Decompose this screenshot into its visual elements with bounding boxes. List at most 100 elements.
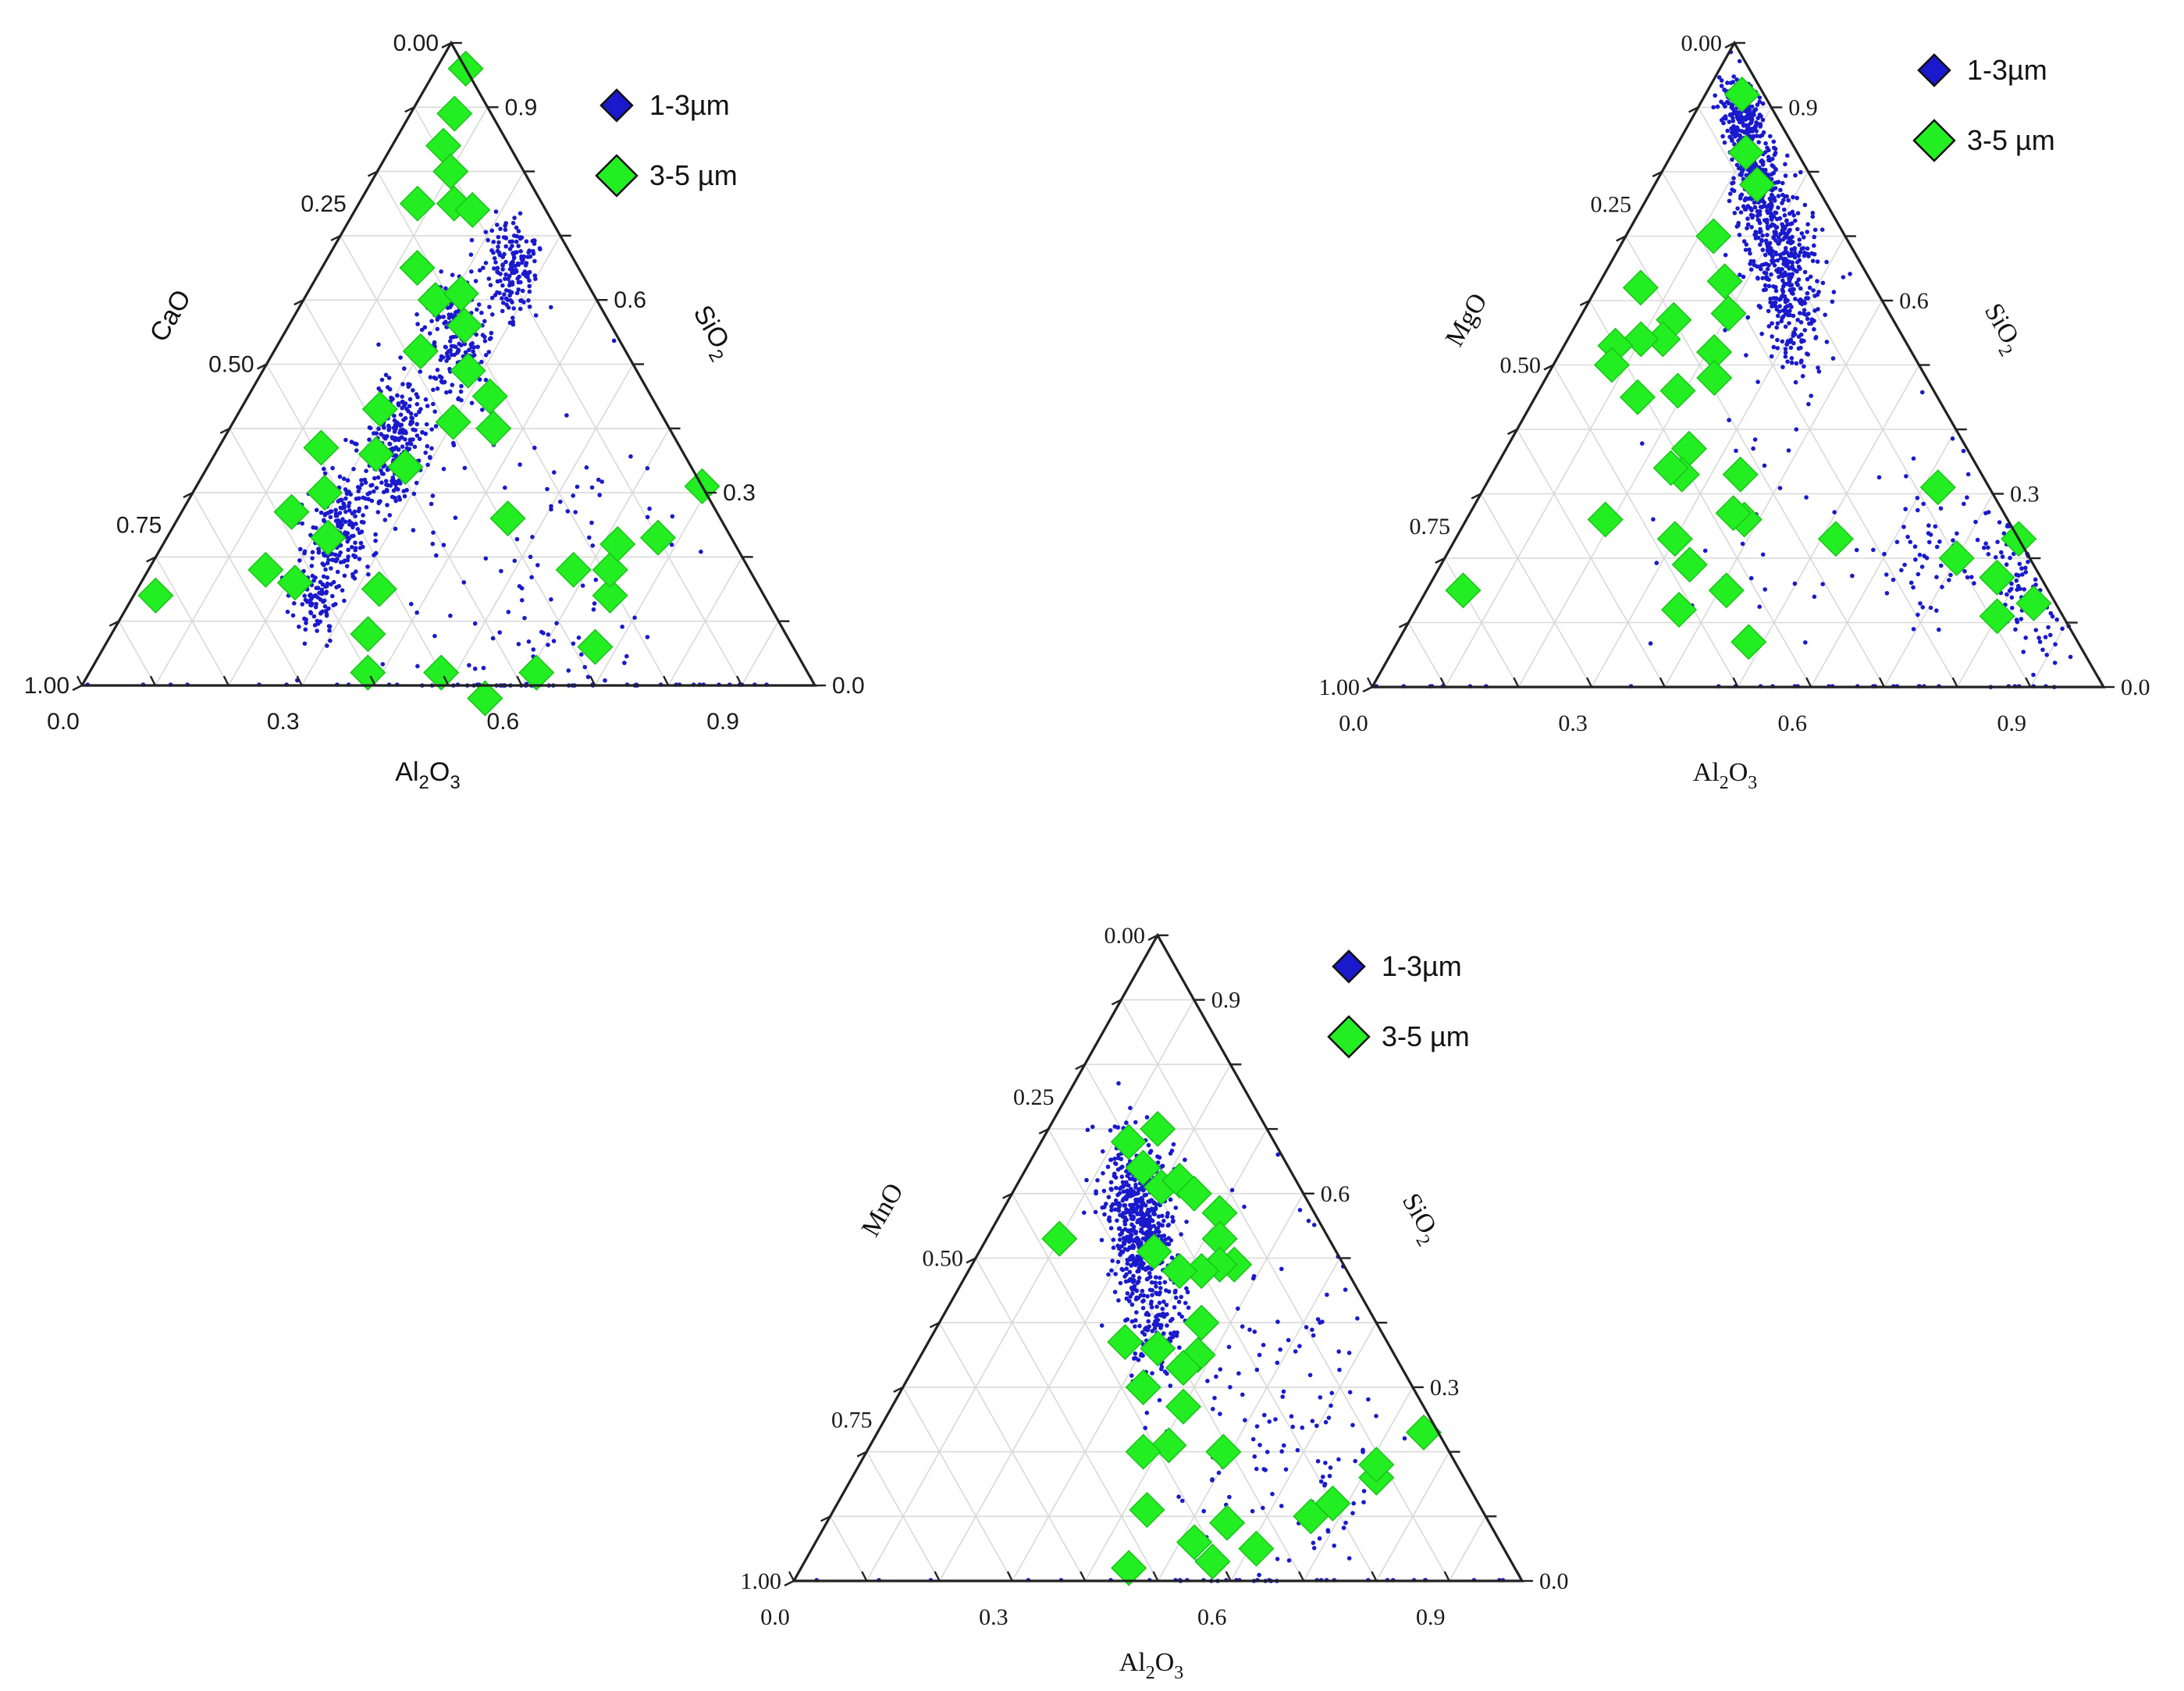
left-tick-label: 0.00 [393, 30, 439, 56]
right-axis-title: SiO2 [1391, 1188, 1446, 1250]
data-point [497, 252, 503, 258]
data-point [1727, 119, 1732, 124]
data-point [315, 586, 321, 590]
data-point [1118, 1212, 1122, 1218]
data-point [2050, 614, 2055, 619]
data-point [1105, 1164, 1111, 1169]
data-point [444, 390, 449, 395]
data-point [1165, 1211, 1170, 1216]
tick [1080, 1571, 1087, 1582]
data-point [352, 441, 357, 446]
data-point-large [1715, 495, 1752, 532]
data-point [669, 543, 674, 547]
data-point [1773, 166, 1778, 172]
data-point-large [1623, 321, 1659, 358]
data-point [1159, 1366, 1164, 1372]
data-point [1738, 272, 1742, 277]
gridline [301, 235, 561, 686]
data-point [1894, 539, 1900, 544]
data-point [1140, 1266, 1144, 1270]
data-point-large [1696, 359, 1733, 397]
data-point-large [1125, 1149, 1161, 1186]
data-point [321, 574, 326, 579]
data-point [1133, 1230, 1138, 1236]
data-point [1773, 225, 1779, 230]
data-point [492, 256, 497, 261]
data-point [546, 632, 551, 637]
right-tick-label: 0.0 [832, 673, 865, 699]
data-point [1725, 80, 1730, 85]
data-point [1730, 157, 1734, 162]
data-point [1986, 552, 1991, 557]
left-tick-label: 0.75 [116, 512, 162, 538]
data-point [347, 536, 352, 541]
data-point [1242, 1205, 1247, 1209]
data-point-large [273, 493, 310, 530]
data-point [430, 541, 436, 546]
data-point [1780, 339, 1785, 344]
data-point-large [1656, 521, 1693, 557]
data-point [1108, 1128, 1113, 1133]
data-point [1112, 1124, 1118, 1129]
data-point [1752, 108, 1757, 113]
data-point [1789, 253, 1794, 258]
data-point [2033, 628, 2039, 632]
data-point [365, 492, 371, 497]
data-point [573, 510, 578, 514]
data-point [1770, 321, 1774, 326]
data-point [435, 386, 440, 391]
tick [1006, 1571, 1013, 1582]
right-tick-label: 0.3 [2010, 482, 2040, 507]
data-point [1848, 272, 1852, 276]
data-point [495, 265, 500, 271]
data-point [1807, 285, 1812, 290]
data-point [1730, 107, 1736, 112]
data-point [453, 515, 458, 520]
data-point [429, 427, 434, 432]
data-point [516, 244, 521, 248]
data-point [1810, 258, 1816, 264]
data-point [379, 468, 383, 473]
data-point [1780, 222, 1784, 227]
data-point [1790, 264, 1795, 269]
data-point [400, 444, 405, 449]
legend-label: 1-3µm [1382, 950, 1462, 982]
data-point [1728, 80, 1734, 85]
data-point [1784, 250, 1789, 255]
data-point [2046, 625, 2051, 630]
data-point [493, 293, 498, 297]
data-point [1165, 1323, 1169, 1328]
data-point [1765, 233, 1770, 237]
data-point [1759, 266, 1763, 272]
data-point [565, 509, 571, 514]
data-point [1142, 1332, 1147, 1337]
data-point [1780, 278, 1785, 283]
data-point [489, 228, 495, 233]
data-point-large [592, 551, 628, 588]
data-point [580, 583, 585, 588]
tick [663, 675, 670, 686]
data-point [498, 226, 503, 232]
bottom-axis-title: Al2O3 [1693, 758, 1758, 793]
data-point [1169, 1255, 1175, 1260]
data-point [533, 276, 538, 282]
legend-marker-large [1912, 119, 1956, 162]
data-point [376, 386, 382, 391]
data-point [1121, 1189, 1126, 1194]
data-point [1999, 550, 2004, 555]
gridline [1697, 107, 2031, 688]
data-point-large [1358, 1447, 1395, 1483]
data-point [479, 359, 484, 365]
gridline [1737, 365, 1920, 688]
data-point [390, 475, 396, 480]
data-point [1711, 105, 1716, 110]
data-point [386, 423, 391, 429]
tick [1038, 1128, 1049, 1135]
data-point [1965, 472, 1971, 477]
data-point [1773, 231, 1777, 236]
data-point [1911, 456, 1916, 461]
data-point [1805, 316, 1810, 322]
data-point [1136, 1187, 1142, 1191]
data-point [2054, 617, 2059, 622]
data-point [1273, 1417, 1278, 1422]
